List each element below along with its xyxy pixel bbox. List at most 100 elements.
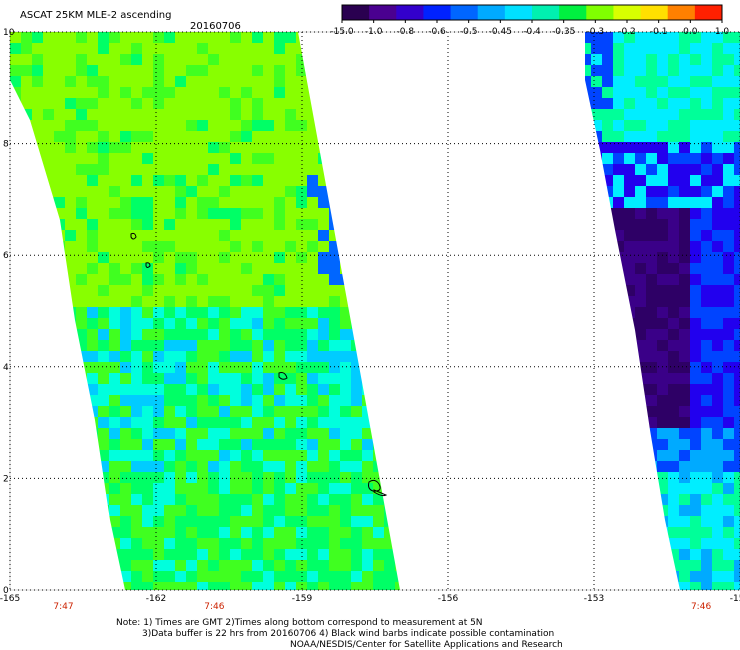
heatmap-cell (307, 274, 318, 285)
heatmap-cell (668, 230, 679, 241)
heatmap-cell (734, 384, 740, 395)
heatmap-cell (329, 153, 340, 164)
heatmap-cell (668, 307, 679, 318)
heatmap-cell (329, 549, 340, 560)
heatmap-cell (98, 285, 109, 296)
heatmap-cell (613, 549, 624, 560)
heatmap-cell (307, 538, 318, 549)
heatmap-cell (362, 208, 373, 219)
heatmap-cell (285, 472, 296, 483)
heatmap-cell (131, 538, 142, 549)
heatmap-cell (285, 296, 296, 307)
heatmap-cell (76, 186, 87, 197)
heatmap-cell (690, 384, 701, 395)
heatmap-cell (164, 582, 175, 590)
heatmap-cell (274, 142, 285, 153)
colorbar: -15.0 -1.0 -0.8 -0.6 -0.5 -0.45 -0.4 -0.35 -0.3-… (330, 4, 729, 37)
heatmap-cell (373, 329, 384, 340)
heatmap-cell (252, 494, 263, 505)
heatmap-cell (175, 373, 186, 384)
heatmap-cell (351, 395, 362, 406)
heatmap-cell (712, 329, 723, 340)
heatmap-cell (613, 219, 624, 230)
heatmap-cell (120, 164, 131, 175)
heatmap-cell (373, 384, 384, 395)
heatmap-cell (241, 549, 252, 560)
heatmap-cell (65, 120, 76, 131)
heatmap-cell (197, 241, 208, 252)
heatmap-cell (395, 120, 400, 131)
heatmap-cell (98, 252, 109, 263)
heatmap-cell (120, 505, 131, 516)
heatmap-cell (690, 373, 701, 384)
heatmap-cell (98, 516, 109, 527)
heatmap-cell (186, 120, 197, 131)
heatmap-cell (21, 450, 32, 461)
heatmap-cell (734, 120, 740, 131)
heatmap-cell (65, 175, 76, 186)
heatmap-cell (624, 120, 635, 131)
heatmap-cell (668, 32, 679, 43)
heatmap-cell (54, 153, 65, 164)
heatmap-cell (296, 538, 307, 549)
heatmap-cell (613, 98, 624, 109)
heatmap-cell (602, 483, 613, 494)
heatmap-cell (657, 142, 668, 153)
heatmap-cell (252, 362, 263, 373)
heatmap-cell (120, 450, 131, 461)
heatmap-cell (307, 384, 318, 395)
heatmap-cell (329, 582, 340, 590)
heatmap-cell (657, 516, 668, 527)
heatmap-cell (734, 472, 740, 483)
heatmap-cell (10, 307, 21, 318)
heatmap-cell (32, 263, 43, 274)
heatmap-cell (142, 450, 153, 461)
heatmap-cell (54, 384, 65, 395)
heatmap-cell (175, 516, 186, 527)
heatmap-cell (263, 351, 274, 362)
heatmap-cell (285, 417, 296, 428)
heatmap-cell (351, 285, 362, 296)
heatmap-cell (109, 131, 120, 142)
heatmap-cell (646, 527, 657, 538)
heatmap-cell (208, 186, 219, 197)
heatmap-cell (602, 197, 613, 208)
heatmap-cell (241, 208, 252, 219)
heatmap-cell (43, 109, 54, 120)
heatmap-cell (373, 208, 384, 219)
heatmap-cell (296, 494, 307, 505)
heatmap-cell (613, 175, 624, 186)
heatmap-cell (131, 109, 142, 120)
heatmap-cell (153, 362, 164, 373)
heatmap-cell (395, 373, 400, 384)
note-line-3: NOAA/NESDIS/Center for Satellite Applica… (290, 640, 563, 650)
heatmap-cell (87, 329, 98, 340)
heatmap-cell (274, 54, 285, 65)
heatmap-cell (646, 318, 657, 329)
heatmap-cell (87, 285, 98, 296)
heatmap-cell (76, 384, 87, 395)
heatmap-cell (32, 439, 43, 450)
heatmap-cell (690, 406, 701, 417)
heatmap-cell (690, 263, 701, 274)
heatmap-cell (585, 560, 591, 571)
heatmap-cell (109, 219, 120, 230)
heatmap-cell (21, 230, 32, 241)
heatmap-cell (21, 351, 32, 362)
heatmap-cell (591, 494, 602, 505)
heatmap-cell (690, 571, 701, 582)
heatmap-cell (21, 65, 32, 76)
heatmap-cell (153, 87, 164, 98)
heatmap-cell (635, 384, 646, 395)
heatmap-cell (635, 373, 646, 384)
heatmap-cell (585, 153, 591, 164)
heatmap-cell (329, 560, 340, 571)
heatmap-cell (329, 384, 340, 395)
heatmap-cell (701, 406, 712, 417)
heatmap-cell (54, 505, 65, 516)
heatmap-cell (10, 120, 21, 131)
heatmap-cell (307, 98, 318, 109)
heatmap-cell (624, 175, 635, 186)
heatmap-cell (701, 208, 712, 219)
heatmap-cell (54, 483, 65, 494)
